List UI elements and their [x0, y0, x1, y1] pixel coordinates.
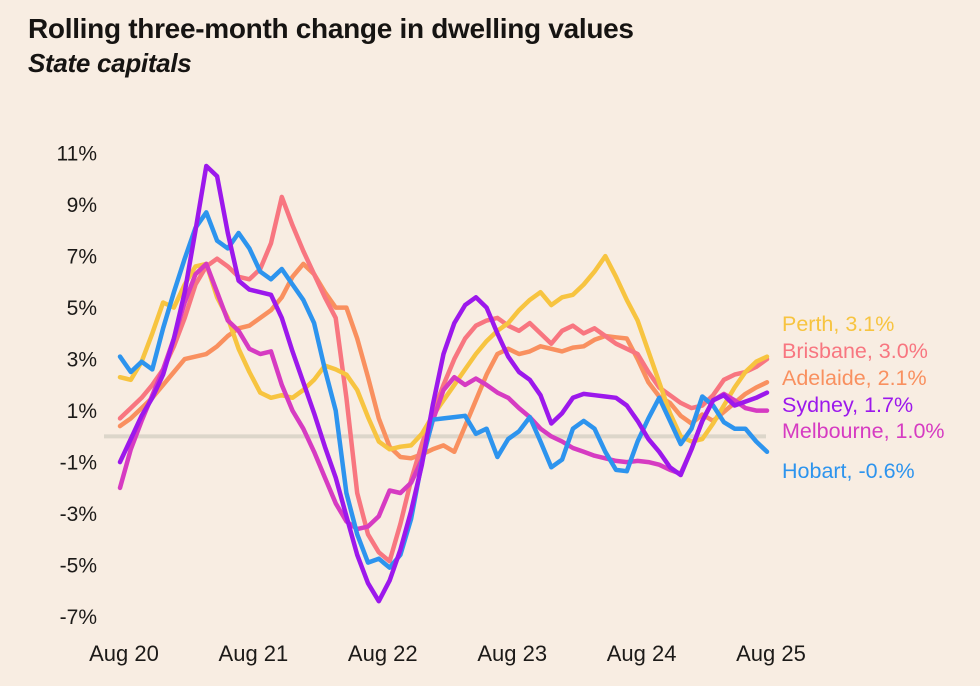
y-tick-label: -1%: [60, 452, 97, 475]
y-tick-label: -3%: [60, 503, 97, 526]
legend-label-perth: Perth, 3.1%: [782, 312, 894, 336]
x-tick-label: Aug 22: [348, 641, 418, 666]
series-line-sydney: [117, 163, 770, 604]
series-line-brisbane: [117, 194, 770, 564]
series-line-hobart: [117, 210, 770, 570]
series-line-melbourne: [117, 261, 770, 532]
y-tick-label: 3%: [67, 349, 97, 372]
y-tick-label: 9%: [67, 194, 97, 217]
legend-label-melbourne: Melbourne, 1.0%: [782, 419, 945, 443]
y-tick-label: -7%: [60, 606, 97, 629]
x-tick-label: Aug 21: [219, 641, 289, 666]
legend-label-brisbane: Brisbane, 3.0%: [782, 339, 928, 363]
y-tick-label: 7%: [67, 246, 97, 269]
legend-label-hobart: Hobart, -0.6%: [782, 459, 915, 483]
x-tick-label: Aug 23: [477, 641, 547, 666]
y-tick-label: -5%: [60, 555, 97, 578]
y-tick-label: 1%: [67, 400, 97, 423]
x-tick-label: Aug 24: [607, 641, 677, 666]
chart-header: Rolling three-month change in dwelling v…: [28, 12, 634, 79]
y-tick-label: 5%: [67, 297, 97, 320]
x-tick-label: Aug 25: [736, 641, 806, 666]
legend-label-adelaide: Adelaide, 2.1%: [782, 366, 927, 390]
chart-title: Rolling three-month change in dwelling v…: [28, 13, 634, 44]
y-tick-label: 11%: [57, 143, 97, 166]
x-tick-label: Aug 20: [89, 641, 159, 666]
legend-label-sydney: Sydney, 1.7%: [782, 393, 913, 417]
chart-subtitle: State capitals: [28, 48, 192, 79]
